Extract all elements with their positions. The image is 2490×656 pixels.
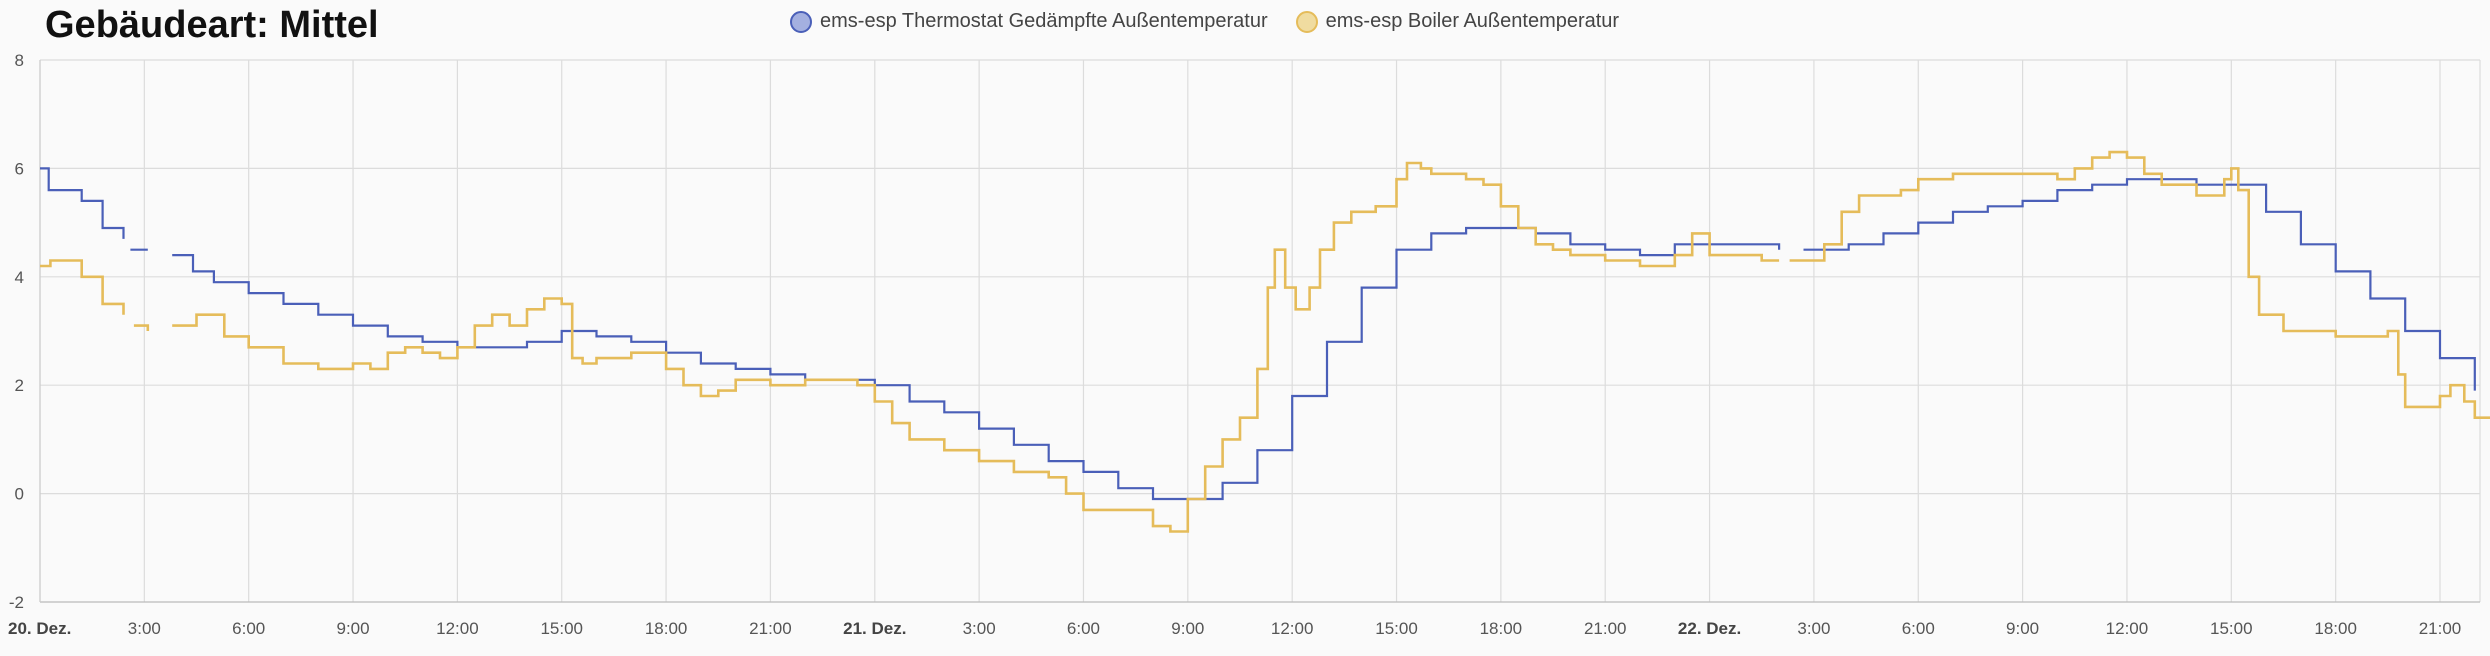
x-tick-label: 15:00 <box>2210 619 2253 638</box>
x-tick-label: 9:00 <box>2006 619 2039 638</box>
legend-label-boiler: ems-esp Boiler Außentemperatur <box>1325 10 1620 32</box>
x-tick-label: 18:00 <box>645 619 688 638</box>
x-tick-label: 12:00 <box>2106 619 2149 638</box>
series-line-segment <box>40 259 125 315</box>
legend-item-boiler[interactable]: ems-esp Boiler Außentemperatur <box>1295 10 1620 33</box>
x-tick-label: 15:00 <box>1375 619 1418 638</box>
legend-item-thermostat[interactable]: ems-esp Thermostat Gedämpfte Außentemper… <box>790 10 1268 33</box>
series-thermostat <box>40 167 2476 501</box>
x-tick-label: 6:00 <box>1902 619 1935 638</box>
y-tick-label: -2 <box>9 593 24 612</box>
series-boiler <box>40 150 2490 533</box>
x-tick-label: 22. Dez. <box>1678 619 1741 638</box>
x-tick-label: 6:00 <box>1067 619 1100 638</box>
legend-swatch-boiler <box>1295 10 1318 33</box>
series-line-segment <box>1789 150 2490 419</box>
series-line-segment <box>1803 178 2476 391</box>
chart-legend: ems-esp Thermostat Gedämpfte Außentemper… <box>790 10 1619 33</box>
x-tick-label: 3:00 <box>128 619 161 638</box>
x-tick-label: 21:00 <box>2419 619 2462 638</box>
y-tick-label: 8 <box>15 51 24 70</box>
x-tick-label: 21. Dez. <box>843 619 906 638</box>
series-line-segment <box>133 324 150 331</box>
chart-title: Gebäudeart: Mittel <box>45 4 379 46</box>
x-tick-label: 12:00 <box>436 619 479 638</box>
y-tick-label: 0 <box>15 485 24 504</box>
x-tick-label: 6:00 <box>232 619 265 638</box>
x-tick-label: 18:00 <box>1480 619 1523 638</box>
series-line-segment <box>40 167 125 239</box>
series-line-segment <box>172 226 1781 501</box>
x-tick-label: 9:00 <box>336 619 369 638</box>
x-tick-label: 20. Dez. <box>8 619 71 638</box>
x-tick-label: 21:00 <box>749 619 792 638</box>
legend-label-thermostat: ems-esp Thermostat Gedämpfte Außentemper… <box>820 10 1268 32</box>
y-tick-label: 2 <box>15 376 24 395</box>
x-tick-label: 21:00 <box>1584 619 1627 638</box>
legend-swatch-thermostat <box>790 10 812 33</box>
y-tick-label: 4 <box>15 268 24 287</box>
x-tick-label: 15:00 <box>540 619 583 638</box>
series-line-segment <box>172 161 1780 533</box>
x-tick-label: 3:00 <box>963 619 996 638</box>
x-tick-label: 12:00 <box>1271 619 1314 638</box>
x-tick-label: 9:00 <box>1171 619 1204 638</box>
x-tick-label: 18:00 <box>2314 619 2357 638</box>
x-tick-label: 3:00 <box>1797 619 1830 638</box>
y-tick-label: 6 <box>15 159 24 178</box>
